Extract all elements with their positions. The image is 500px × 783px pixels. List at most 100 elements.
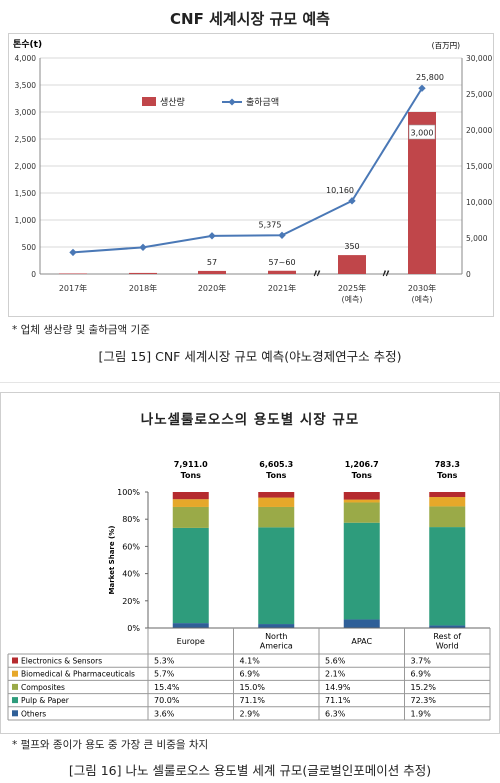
left-tick-label: 3,500: [15, 81, 37, 90]
region-total-unit: Tons: [181, 471, 202, 480]
series-name: Biomedical & Pharmaceuticals: [21, 670, 135, 679]
bar-data-label: 3,000: [411, 129, 434, 138]
x-tick-label: 2025年: [338, 283, 366, 293]
table-header-label: World: [436, 642, 459, 651]
table-value: 71.1%: [325, 696, 351, 705]
table-value: 1.9%: [411, 709, 432, 718]
table-value: 6.9%: [240, 670, 261, 679]
left-tick-label: 0: [31, 270, 36, 279]
chart1-note: * 업체 생산량 및 출하금액 기준: [12, 324, 150, 336]
stack-segment: [258, 497, 295, 507]
chart1-frame: [8, 33, 494, 317]
region-total-unit: Tons: [437, 471, 458, 480]
legend-line-marker: [228, 98, 236, 106]
stack-segment: [258, 624, 295, 628]
table-value: 14.9%: [325, 683, 351, 692]
stack-segment: [429, 492, 466, 498]
stack-segment: [258, 492, 295, 498]
table-value: 6.3%: [325, 709, 346, 718]
table-value: 5.6%: [325, 657, 346, 666]
stack-segment: [429, 527, 466, 626]
table-value: 71.1%: [240, 696, 266, 705]
right-tick-label: 25,000: [466, 90, 492, 99]
axis-break-mark: 〃: [312, 267, 323, 280]
y-tick-label: 100%: [117, 488, 140, 497]
x-tick-label: 2020年: [198, 283, 226, 293]
production-bar: [59, 273, 87, 274]
figure-15-caption: [그림 15] CNF 세계시장 규모 예측(야노경제연구소 추정): [98, 349, 402, 364]
x-tick-label: 2030年: [408, 283, 436, 293]
stack-segment: [258, 527, 295, 625]
table-value: 15.4%: [154, 683, 180, 692]
table-value: 2.1%: [325, 670, 346, 679]
production-bar: [268, 270, 296, 274]
series-name: Composites: [21, 683, 65, 692]
left-tick-label: 1,000: [15, 216, 37, 225]
stack-segment: [258, 506, 295, 528]
left-tick-label: 500: [22, 243, 37, 252]
chart2-title: 나노셀룰로오스의 용도별 시장 규모: [140, 412, 360, 428]
stack-segment: [429, 497, 466, 507]
shipment-line: [72, 87, 423, 254]
series-name: Pulp & Paper: [21, 696, 70, 705]
region-total: 783.3: [435, 460, 460, 469]
table-header-label: Europe: [177, 637, 205, 646]
table-value: 70.0%: [154, 696, 180, 705]
right-tick-label: 20,000: [466, 126, 492, 135]
line-data-label: 25,800: [416, 73, 444, 82]
region-total: 7,911.0: [174, 460, 208, 469]
y-tick-label: 60%: [122, 542, 140, 551]
right-tick-label: 15,000: [466, 162, 492, 171]
legend-line-label: 출하금액: [246, 96, 279, 108]
line-data-label: 5,375: [259, 220, 282, 229]
x-tick-label: 2017年: [59, 283, 87, 293]
left-tick-label: 3,000: [15, 108, 37, 117]
series-name: Others: [21, 709, 46, 718]
bar-data-label: 57~60: [268, 258, 295, 267]
legend-bar-label: 생산량: [160, 96, 185, 108]
legend-swatch: [12, 683, 18, 690]
legend-bar-swatch: [142, 97, 156, 106]
y-tick-label: 40%: [122, 570, 140, 579]
table-value: 15.0%: [240, 683, 266, 692]
table-value: 2.9%: [240, 709, 261, 718]
stack-segment: [172, 527, 209, 624]
production-forecast-chart: 톤수(t) (百万円) 0 500 1,000 1,500 2,000 2,500 3,000 3…: [13, 39, 492, 304]
left-tick-label: 4,000: [15, 54, 37, 63]
stack-segment: [343, 619, 380, 628]
right-tick-label: 0: [466, 270, 471, 279]
x-tick-label: 2018年: [129, 283, 157, 293]
table-value: 15.2%: [411, 683, 437, 692]
left-tick-label: 1,500: [15, 189, 37, 198]
stack-segment: [172, 492, 209, 500]
right-tick-label: 10,000: [466, 198, 492, 207]
bar-data-label: 350: [344, 242, 359, 251]
left-tick-label: 2,000: [15, 162, 37, 171]
table-value: 5.7%: [154, 670, 175, 679]
left-tick-label: 2,500: [15, 135, 37, 144]
shipment-point: [69, 248, 77, 257]
y-tick-label: 20%: [122, 597, 140, 606]
shipment-point: [208, 232, 216, 240]
table-value: 5.3%: [154, 657, 175, 666]
y-axis-label: Market Share (%): [108, 526, 116, 595]
bar-label-box: [408, 124, 436, 140]
stack-segment: [172, 623, 209, 628]
table-value: 3.6%: [154, 709, 175, 718]
table-header-label: America: [260, 642, 293, 651]
application-share-chart: 7,911.0 Tons 6,605.3 Tons 1,206.7 Tons 783.3 To…: [7, 460, 491, 721]
x-tick-label: (예측): [412, 294, 433, 304]
chart2-note: * 펄프와 종이가 용도 중 가장 큰 비중을 차지: [12, 739, 209, 751]
figure-16-caption: [그림 16] 나노 셀룰로오스 용도별 세계 규모(글로벌인포메이션 추정): [68, 763, 432, 778]
stack-segment: [429, 506, 466, 528]
table-header-label: APAC: [351, 637, 372, 646]
stack-segment: [343, 499, 380, 503]
x-tick-label: (예측): [342, 294, 363, 304]
legend-swatch: [12, 670, 18, 677]
stack-segment: [429, 625, 466, 628]
y-tick-label: 80%: [122, 515, 140, 524]
left-axis-unit: 톤수(t): [13, 39, 42, 50]
right-tick-label: 30,000: [466, 54, 492, 63]
region-total-unit: Tons: [352, 471, 373, 480]
right-tick-label: 5,000: [466, 234, 488, 243]
